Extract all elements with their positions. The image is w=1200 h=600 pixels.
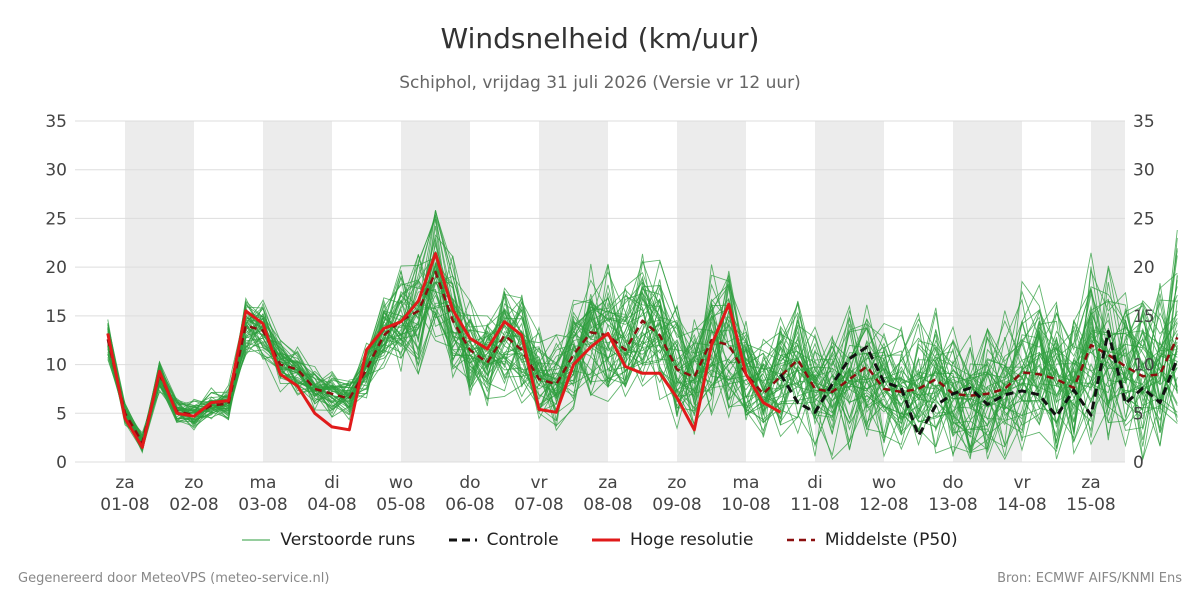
x-tick-label-date: 08-08 xyxy=(583,495,632,515)
legend-label-median: Middelste (P50) xyxy=(824,530,958,550)
x-tick-label-day: zo xyxy=(667,473,686,493)
footer-source: Bron: ECMWF AIFS/KNMI Ens xyxy=(997,571,1182,586)
y-tick-label-right: 20 xyxy=(1133,258,1155,278)
ensemble-run-line xyxy=(107,253,1178,457)
legend-swatch-high-res xyxy=(591,538,620,542)
legend-label-control: Controle xyxy=(486,530,559,550)
x-tick-label-date: 14-08 xyxy=(997,495,1046,515)
legend-label-ensemble: Verstoorde runs xyxy=(280,530,416,550)
y-tick-label-left: 15 xyxy=(45,307,67,327)
x-tick-label-date: 15-08 xyxy=(1066,495,1115,515)
x-tick-label-day: zo xyxy=(184,473,203,493)
x-tick-label-day: vr xyxy=(530,473,547,493)
y-tick-label-left: 25 xyxy=(45,209,67,229)
ensemble-run-line xyxy=(107,237,1178,455)
ensemble-run-line xyxy=(107,219,1178,448)
legend-swatch-ensemble xyxy=(242,539,271,541)
x-tick-label-date: 09-08 xyxy=(652,495,701,515)
x-tick-label-day: ma xyxy=(250,473,277,493)
x-tick-label-date: 10-08 xyxy=(721,495,770,515)
ensemble-run-line xyxy=(107,261,1178,460)
ensemble-run-line xyxy=(107,263,1178,454)
x-tick-label-date: 04-08 xyxy=(307,495,356,515)
legend-item-median: Middelste (P50) xyxy=(786,530,958,550)
y-tick-label-right: 30 xyxy=(1133,161,1155,181)
median-p50-line xyxy=(106,270,1179,444)
ensemble-run-line xyxy=(107,256,1178,447)
control-line xyxy=(779,329,1179,438)
y-tick-label-right: 25 xyxy=(1133,209,1155,229)
ensemble-run-line xyxy=(107,252,1178,457)
x-tick-label-day: za xyxy=(115,473,134,493)
x-tick-label-day: wo xyxy=(389,473,413,493)
y-tick-label-left: 30 xyxy=(45,161,67,181)
x-tick-label-day: za xyxy=(1081,473,1100,493)
x-tick-label-date: 12-08 xyxy=(859,495,908,515)
chart-subtitle: Schiphol, vrijdag 31 juli 2026 (Versie v… xyxy=(399,73,801,93)
x-tick-label-day: za xyxy=(598,473,617,493)
x-tick-label-day: wo xyxy=(872,473,896,493)
x-tick-label-date: 01-08 xyxy=(100,495,149,515)
legend-swatch-median xyxy=(786,538,815,542)
x-tick-label-date: 03-08 xyxy=(238,495,287,515)
ensemble-run-line xyxy=(107,255,1178,448)
footer-credit: Gegenereerd door MeteoVPS (meteo-service… xyxy=(18,571,330,586)
legend-item-ensemble: Verstoorde runs xyxy=(242,530,415,550)
legend-item-high-res: Hoge resolutie xyxy=(591,530,754,550)
y-tick-label-right: 10 xyxy=(1133,356,1155,376)
x-tick-label-date: 05-08 xyxy=(376,495,425,515)
legend-label-high-res: Hoge resolutie xyxy=(629,530,754,550)
y-tick-label-left: 35 xyxy=(45,112,67,132)
x-tick-label-day: vr xyxy=(1013,473,1030,493)
day-shade-band xyxy=(263,121,332,462)
y-tick-label-left: 20 xyxy=(45,258,67,278)
legend-item-control: Controle xyxy=(448,530,559,550)
y-tick-label-left: 10 xyxy=(45,356,67,376)
ensemble-run-line xyxy=(107,275,1178,440)
x-tick-label-day: ma xyxy=(733,473,760,493)
x-tick-label-date: 13-08 xyxy=(928,495,977,515)
y-tick-label-left: 0 xyxy=(56,453,67,473)
y-tick-label-left: 5 xyxy=(56,404,67,424)
legend: Verstoorde runs Controle Hoge resolutie … xyxy=(0,530,1200,550)
legend-swatch-control xyxy=(448,538,477,542)
y-tick-label-right: 0 xyxy=(1133,453,1144,473)
y-tick-label-right: 5 xyxy=(1133,404,1144,424)
x-tick-label-date: 02-08 xyxy=(169,495,218,515)
x-tick-label-date: 07-08 xyxy=(514,495,563,515)
x-tick-label-day: di xyxy=(807,473,823,493)
chart-title: Windsnelheid (km/uur) xyxy=(440,22,760,55)
x-tick-label-day: do xyxy=(942,473,963,493)
x-tick-label-date: 11-08 xyxy=(790,495,839,515)
x-tick-label-day: di xyxy=(324,473,340,493)
ensemble-run-line xyxy=(107,278,1178,450)
y-tick-label-right: 15 xyxy=(1133,307,1155,327)
x-tick-label-day: do xyxy=(459,473,480,493)
ensemble-run-line xyxy=(107,254,1178,460)
x-tick-label-date: 06-08 xyxy=(445,495,494,515)
y-tick-label-right: 35 xyxy=(1133,112,1155,132)
high-res-line xyxy=(106,252,782,449)
ensemble-run-line xyxy=(107,270,1178,452)
